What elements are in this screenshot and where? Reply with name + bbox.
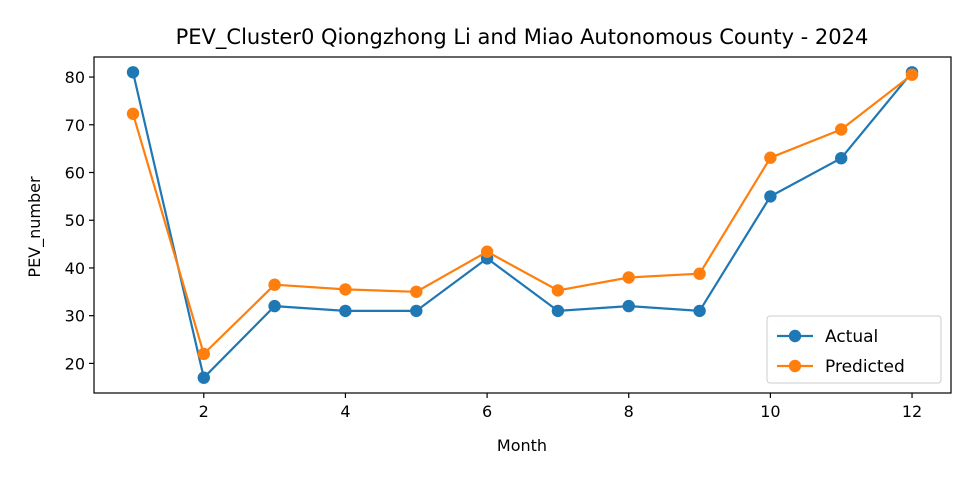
x-tick-label: 2 xyxy=(199,402,209,421)
data-point-predicted-2 xyxy=(197,347,210,361)
y-tick-label: 40 xyxy=(65,259,85,278)
y-tick-label: 80 xyxy=(65,68,85,87)
data-point-actual-2 xyxy=(197,371,210,384)
data-point-actual-5 xyxy=(410,304,423,318)
x-tick-label: 12 xyxy=(902,402,922,421)
data-point-predicted-7 xyxy=(551,284,565,297)
series-line-actual xyxy=(131,71,913,379)
data-point-actual-8 xyxy=(622,299,635,313)
x-tick-label: 4 xyxy=(340,402,350,421)
y-tick-label: 60 xyxy=(65,164,85,183)
data-point-predicted-3 xyxy=(268,278,281,291)
y-axis-title: PEV_number xyxy=(25,176,45,278)
legend-label-predicted: Predicted xyxy=(825,357,905,377)
data-point-predicted-9 xyxy=(693,267,706,280)
data-point-actual-7 xyxy=(551,304,565,318)
x-tick-label: 8 xyxy=(624,402,634,421)
plot-frame xyxy=(93,56,952,394)
data-point-actual-9 xyxy=(693,304,706,318)
data-point-predicted-1 xyxy=(126,107,140,121)
x-tick-label: 10 xyxy=(760,402,780,421)
series-line-predicted xyxy=(131,73,913,355)
data-point-predicted-12 xyxy=(905,68,919,81)
data-point-predicted-6 xyxy=(480,245,494,258)
data-point-actual-10 xyxy=(764,190,777,203)
data-point-actual-11 xyxy=(835,152,848,165)
data-point-predicted-11 xyxy=(835,123,848,136)
legend-marker-predicted xyxy=(788,359,802,373)
legend-label-actual: Actual xyxy=(825,327,878,347)
y-tick-label: 30 xyxy=(65,307,85,326)
data-point-actual-1 xyxy=(126,66,140,79)
plot-area: 2 4 6 8 10 12 20 30 40 50 60 70 80 Actual Predicted xyxy=(65,56,952,421)
data-point-actual-4 xyxy=(339,304,352,318)
data-point-predicted-5 xyxy=(410,285,423,298)
data-point-actual-3 xyxy=(268,299,281,313)
data-point-predicted-4 xyxy=(339,283,352,296)
y-tick-label: 70 xyxy=(65,116,85,135)
y-tick-label: 50 xyxy=(65,211,85,230)
x-tick-label: 6 xyxy=(482,402,492,421)
data-point-predicted-10 xyxy=(764,151,777,164)
chart-title: PEV_Cluster0 Qiongzhong Li and Miao Auto… xyxy=(176,25,869,50)
legend-marker-actual xyxy=(788,329,802,343)
x-axis-title: Month xyxy=(497,436,547,455)
y-tick-label: 20 xyxy=(65,354,85,373)
data-point-predicted-8 xyxy=(622,271,635,284)
